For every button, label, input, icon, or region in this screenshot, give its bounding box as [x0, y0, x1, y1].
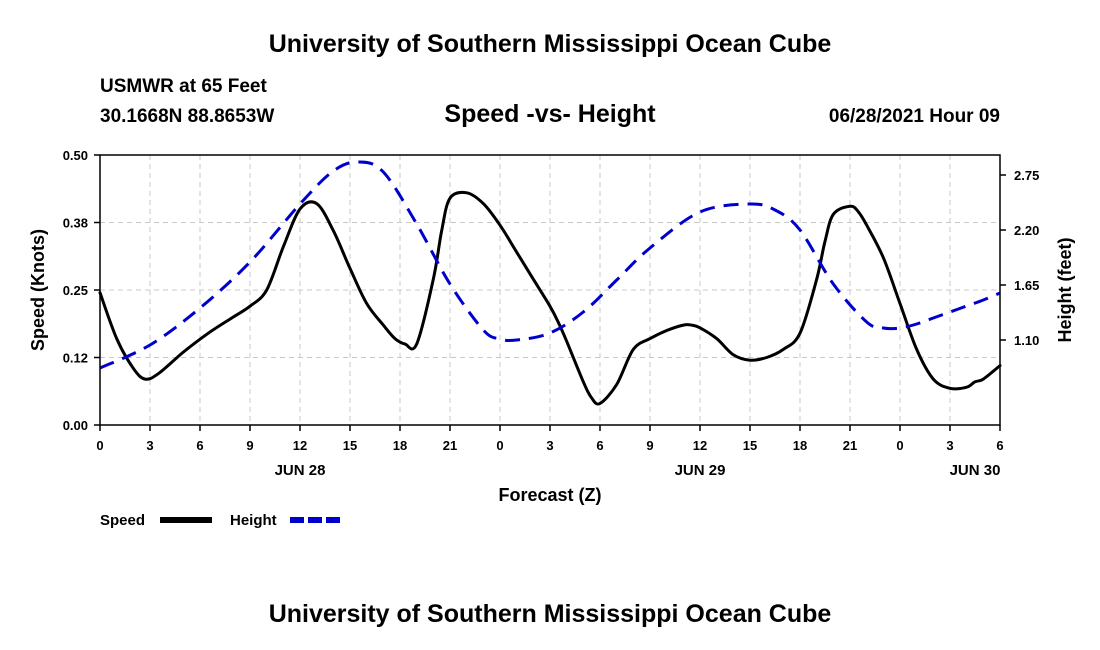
axes: 0 3 6 9 12 15 18 21 0 3 6 9 12 15 18 21 0 3 6 0.00 0.12 0.25 0…: [28, 148, 1075, 505]
legend-label-height: Height: [230, 512, 277, 529]
date-label: JUN 30: [950, 462, 1001, 479]
station-coordinates: 30.1668N 88.8653W: [100, 106, 275, 127]
x-tick-label: 6: [196, 438, 203, 453]
x-tick-label: 9: [646, 438, 653, 453]
height-series-line: [99, 160, 1001, 370]
y2-tick-label: 2.20: [1014, 223, 1039, 238]
x-tick-label: 3: [146, 438, 153, 453]
chart-title: Speed -vs- Height: [444, 100, 656, 128]
x-tick-label: 9: [246, 438, 253, 453]
legend-label-speed: Speed: [100, 512, 145, 529]
station-name: USMWR at 65 Feet: [100, 76, 267, 97]
x-tick-label: 6: [596, 438, 603, 453]
y2-tick-label: 2.75: [1014, 168, 1039, 183]
y-tick-label: 0.12: [63, 351, 88, 366]
x-tick-label: 15: [743, 438, 757, 453]
x-tick-label: 3: [546, 438, 553, 453]
y-tick-label: 0.38: [63, 216, 88, 231]
top-title: University of Southern Mississippi Ocean…: [268, 30, 832, 58]
bottom-title: University of Southern Mississippi Ocean…: [268, 600, 832, 628]
x-tick-label: 12: [693, 438, 707, 453]
legend: Speed Height: [100, 512, 342, 529]
x-tick-label: 12: [293, 438, 307, 453]
x-tick-label: 21: [443, 438, 457, 453]
x-tick-label: 0: [496, 438, 503, 453]
grid-lines: [100, 155, 1000, 425]
x-tick-label: 18: [393, 438, 407, 453]
x-tick-label: 21: [843, 438, 857, 453]
x-axis-title: Forecast (Z): [498, 485, 601, 505]
date-label: JUN 29: [675, 462, 726, 479]
x-tick-label: 0: [96, 438, 103, 453]
x-tick-label: 18: [793, 438, 807, 453]
y2-axis-title: Height (feet): [1055, 238, 1075, 343]
forecast-timestamp: 06/28/2021 Hour 09: [828, 106, 1000, 127]
y2-tick-label: 1.65: [1014, 278, 1039, 293]
x-tick-label: 15: [343, 438, 357, 453]
series-layer: [98, 160, 1002, 406]
y-axis-title: Speed (Knots): [28, 229, 48, 351]
speed-series-line: [98, 190, 1002, 406]
y-tick-label: 0.00: [63, 418, 88, 433]
y-tick-label: 0.25: [63, 283, 88, 298]
x-tick-label: 6: [996, 438, 1003, 453]
y2-tick-label: 1.10: [1014, 333, 1039, 348]
x-tick-label: 0: [896, 438, 903, 453]
date-label: JUN 28: [275, 462, 326, 479]
y-tick-label: 0.50: [63, 148, 88, 163]
x-tick-label: 3: [946, 438, 953, 453]
